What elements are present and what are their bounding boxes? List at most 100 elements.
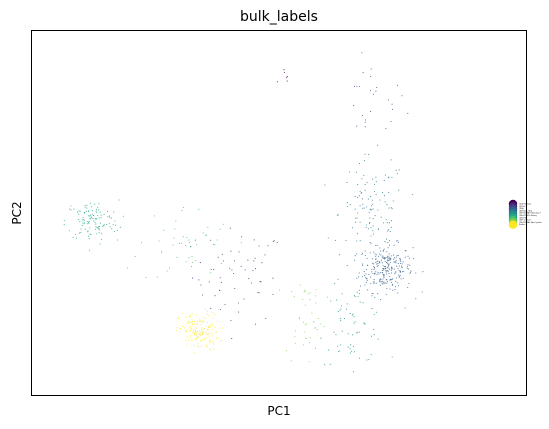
scatter-points xyxy=(63,52,424,373)
data-point xyxy=(359,190,361,192)
data-point xyxy=(353,105,355,107)
data-point xyxy=(339,350,341,352)
data-point xyxy=(369,217,371,219)
data-point xyxy=(391,283,393,285)
data-point xyxy=(96,211,98,213)
data-point xyxy=(377,272,379,274)
data-point xyxy=(371,295,373,297)
data-point xyxy=(382,278,384,280)
data-point xyxy=(70,209,72,211)
data-point xyxy=(298,318,300,320)
data-point xyxy=(341,293,343,295)
data-point xyxy=(195,327,197,329)
data-point xyxy=(393,244,395,246)
data-point xyxy=(338,254,340,256)
data-point xyxy=(202,330,204,332)
data-point xyxy=(304,331,306,333)
data-point xyxy=(79,210,81,212)
data-point xyxy=(381,192,384,194)
data-point xyxy=(354,296,356,298)
data-point xyxy=(188,257,190,259)
data-point xyxy=(377,263,379,265)
data-point xyxy=(352,345,354,348)
data-point xyxy=(422,271,424,273)
data-point xyxy=(372,218,374,220)
data-point xyxy=(294,330,296,332)
data-point xyxy=(145,276,147,278)
data-point xyxy=(346,182,348,184)
data-point xyxy=(366,277,368,279)
data-point xyxy=(363,322,365,324)
data-point xyxy=(88,210,90,212)
data-point xyxy=(106,210,109,212)
data-point xyxy=(372,272,374,274)
data-point xyxy=(207,327,210,329)
data-point xyxy=(340,320,342,322)
data-point xyxy=(211,340,213,342)
data-point xyxy=(363,160,365,162)
data-point xyxy=(377,338,379,340)
data-point xyxy=(186,336,188,338)
data-point xyxy=(99,222,101,224)
data-point xyxy=(189,321,191,323)
data-point xyxy=(377,255,380,257)
data-point xyxy=(219,277,221,279)
data-point xyxy=(406,266,409,268)
data-point xyxy=(388,257,390,259)
data-point xyxy=(191,328,193,330)
data-point xyxy=(354,255,356,257)
data-point xyxy=(98,217,100,219)
data-point xyxy=(395,256,397,258)
data-point xyxy=(388,268,391,270)
data-point xyxy=(376,265,378,267)
data-point xyxy=(407,264,409,266)
data-point xyxy=(196,314,198,316)
data-point xyxy=(415,298,417,300)
data-point xyxy=(209,339,211,341)
data-point xyxy=(391,176,393,178)
data-point xyxy=(314,347,316,350)
data-point xyxy=(340,344,342,346)
data-point xyxy=(195,332,197,334)
data-point xyxy=(340,318,342,320)
data-point xyxy=(100,232,103,234)
legend-label: CD4+/CD45RA+/CD25- Naive T xyxy=(519,212,541,215)
data-point xyxy=(371,268,373,270)
data-point xyxy=(351,314,353,316)
data-point xyxy=(366,224,368,226)
data-point xyxy=(219,308,221,311)
data-point xyxy=(200,340,202,342)
data-point xyxy=(358,293,361,295)
data-point xyxy=(203,327,205,330)
data-point xyxy=(161,250,163,253)
data-point xyxy=(383,282,385,284)
data-point xyxy=(210,349,212,351)
data-point xyxy=(369,196,372,198)
data-point xyxy=(114,224,116,226)
data-point xyxy=(206,329,208,331)
data-point xyxy=(372,262,374,264)
data-point xyxy=(220,281,222,284)
data-point xyxy=(153,215,155,217)
data-point xyxy=(191,313,193,315)
data-point xyxy=(366,359,368,361)
data-point xyxy=(356,291,358,293)
data-point xyxy=(307,293,309,295)
data-point xyxy=(361,115,363,117)
data-point xyxy=(370,243,372,245)
data-point xyxy=(412,193,414,196)
data-point xyxy=(409,264,411,267)
data-point xyxy=(394,271,396,273)
data-point xyxy=(102,226,104,228)
data-point xyxy=(399,271,401,273)
data-point xyxy=(89,202,91,204)
data-point xyxy=(200,321,202,323)
data-point xyxy=(365,282,367,284)
data-point xyxy=(209,348,211,350)
data-point xyxy=(396,173,399,175)
data-point xyxy=(352,371,355,373)
data-point xyxy=(395,259,397,261)
data-point xyxy=(385,219,387,221)
